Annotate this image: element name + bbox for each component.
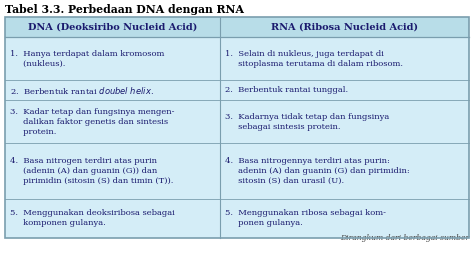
Text: Dirangkum dari berbagai sumber: Dirangkum dari berbagai sumber <box>340 234 469 242</box>
Text: 3.  Kadar tetap dan fungsinya mengen-
     dalikan faktor genetis dan sintesis
 : 3. Kadar tetap dan fungsinya mengen- dal… <box>10 108 174 136</box>
Text: 5.  Menggunakan ribosa sebagai kom-
     ponen gulanya.: 5. Menggunakan ribosa sebagai kom- ponen… <box>225 209 386 227</box>
Bar <box>5 80 469 100</box>
Text: Tabel 3.3. Perbedaan DNA dengan RNA: Tabel 3.3. Perbedaan DNA dengan RNA <box>5 4 244 15</box>
Text: 1.  Selain di nukleus, juga terdapat di
     sitoplasma terutama di dalam riboso: 1. Selain di nukleus, juga terdapat di s… <box>225 50 403 68</box>
Text: DNA (Deoksiribo Nucleid Acid): DNA (Deoksiribo Nucleid Acid) <box>28 23 197 31</box>
Text: 2.  Berbentuk rantai $\it{doubel\ helix}$.: 2. Berbentuk rantai $\it{doubel\ helix}$… <box>10 85 154 96</box>
Bar <box>5 143 469 199</box>
Text: RNA (Ribosa Nucleid Acid): RNA (Ribosa Nucleid Acid) <box>271 23 418 31</box>
Bar <box>5 17 469 238</box>
Text: 5.  Menggunakan deoksiribosa sebagai
     komponen gulanya.: 5. Menggunakan deoksiribosa sebagai komp… <box>10 209 175 227</box>
Text: 4.  Basa nitrogen terdiri atas purin
     (adenin (A) dan guanin (G)) dan
     p: 4. Basa nitrogen terdiri atas purin (ade… <box>10 157 173 185</box>
Text: 4.  Basa nitrogennya terdiri atas purin:
     adenin (A) dan guanin (G) dan piri: 4. Basa nitrogennya terdiri atas purin: … <box>225 157 410 185</box>
Bar <box>5 37 469 80</box>
Bar <box>5 100 469 143</box>
Text: 2.  Berbentuk rantai tunggal.: 2. Berbentuk rantai tunggal. <box>225 86 348 94</box>
Bar <box>5 17 469 37</box>
Text: 3.  Kadarnya tidak tetap dan fungsinya
     sebagai sintesis protein.: 3. Kadarnya tidak tetap dan fungsinya se… <box>225 113 389 131</box>
Text: 1.  Hanya terdapat dalam kromosom
     (nukleus).: 1. Hanya terdapat dalam kromosom (nukleu… <box>10 50 164 68</box>
Bar <box>5 199 469 238</box>
